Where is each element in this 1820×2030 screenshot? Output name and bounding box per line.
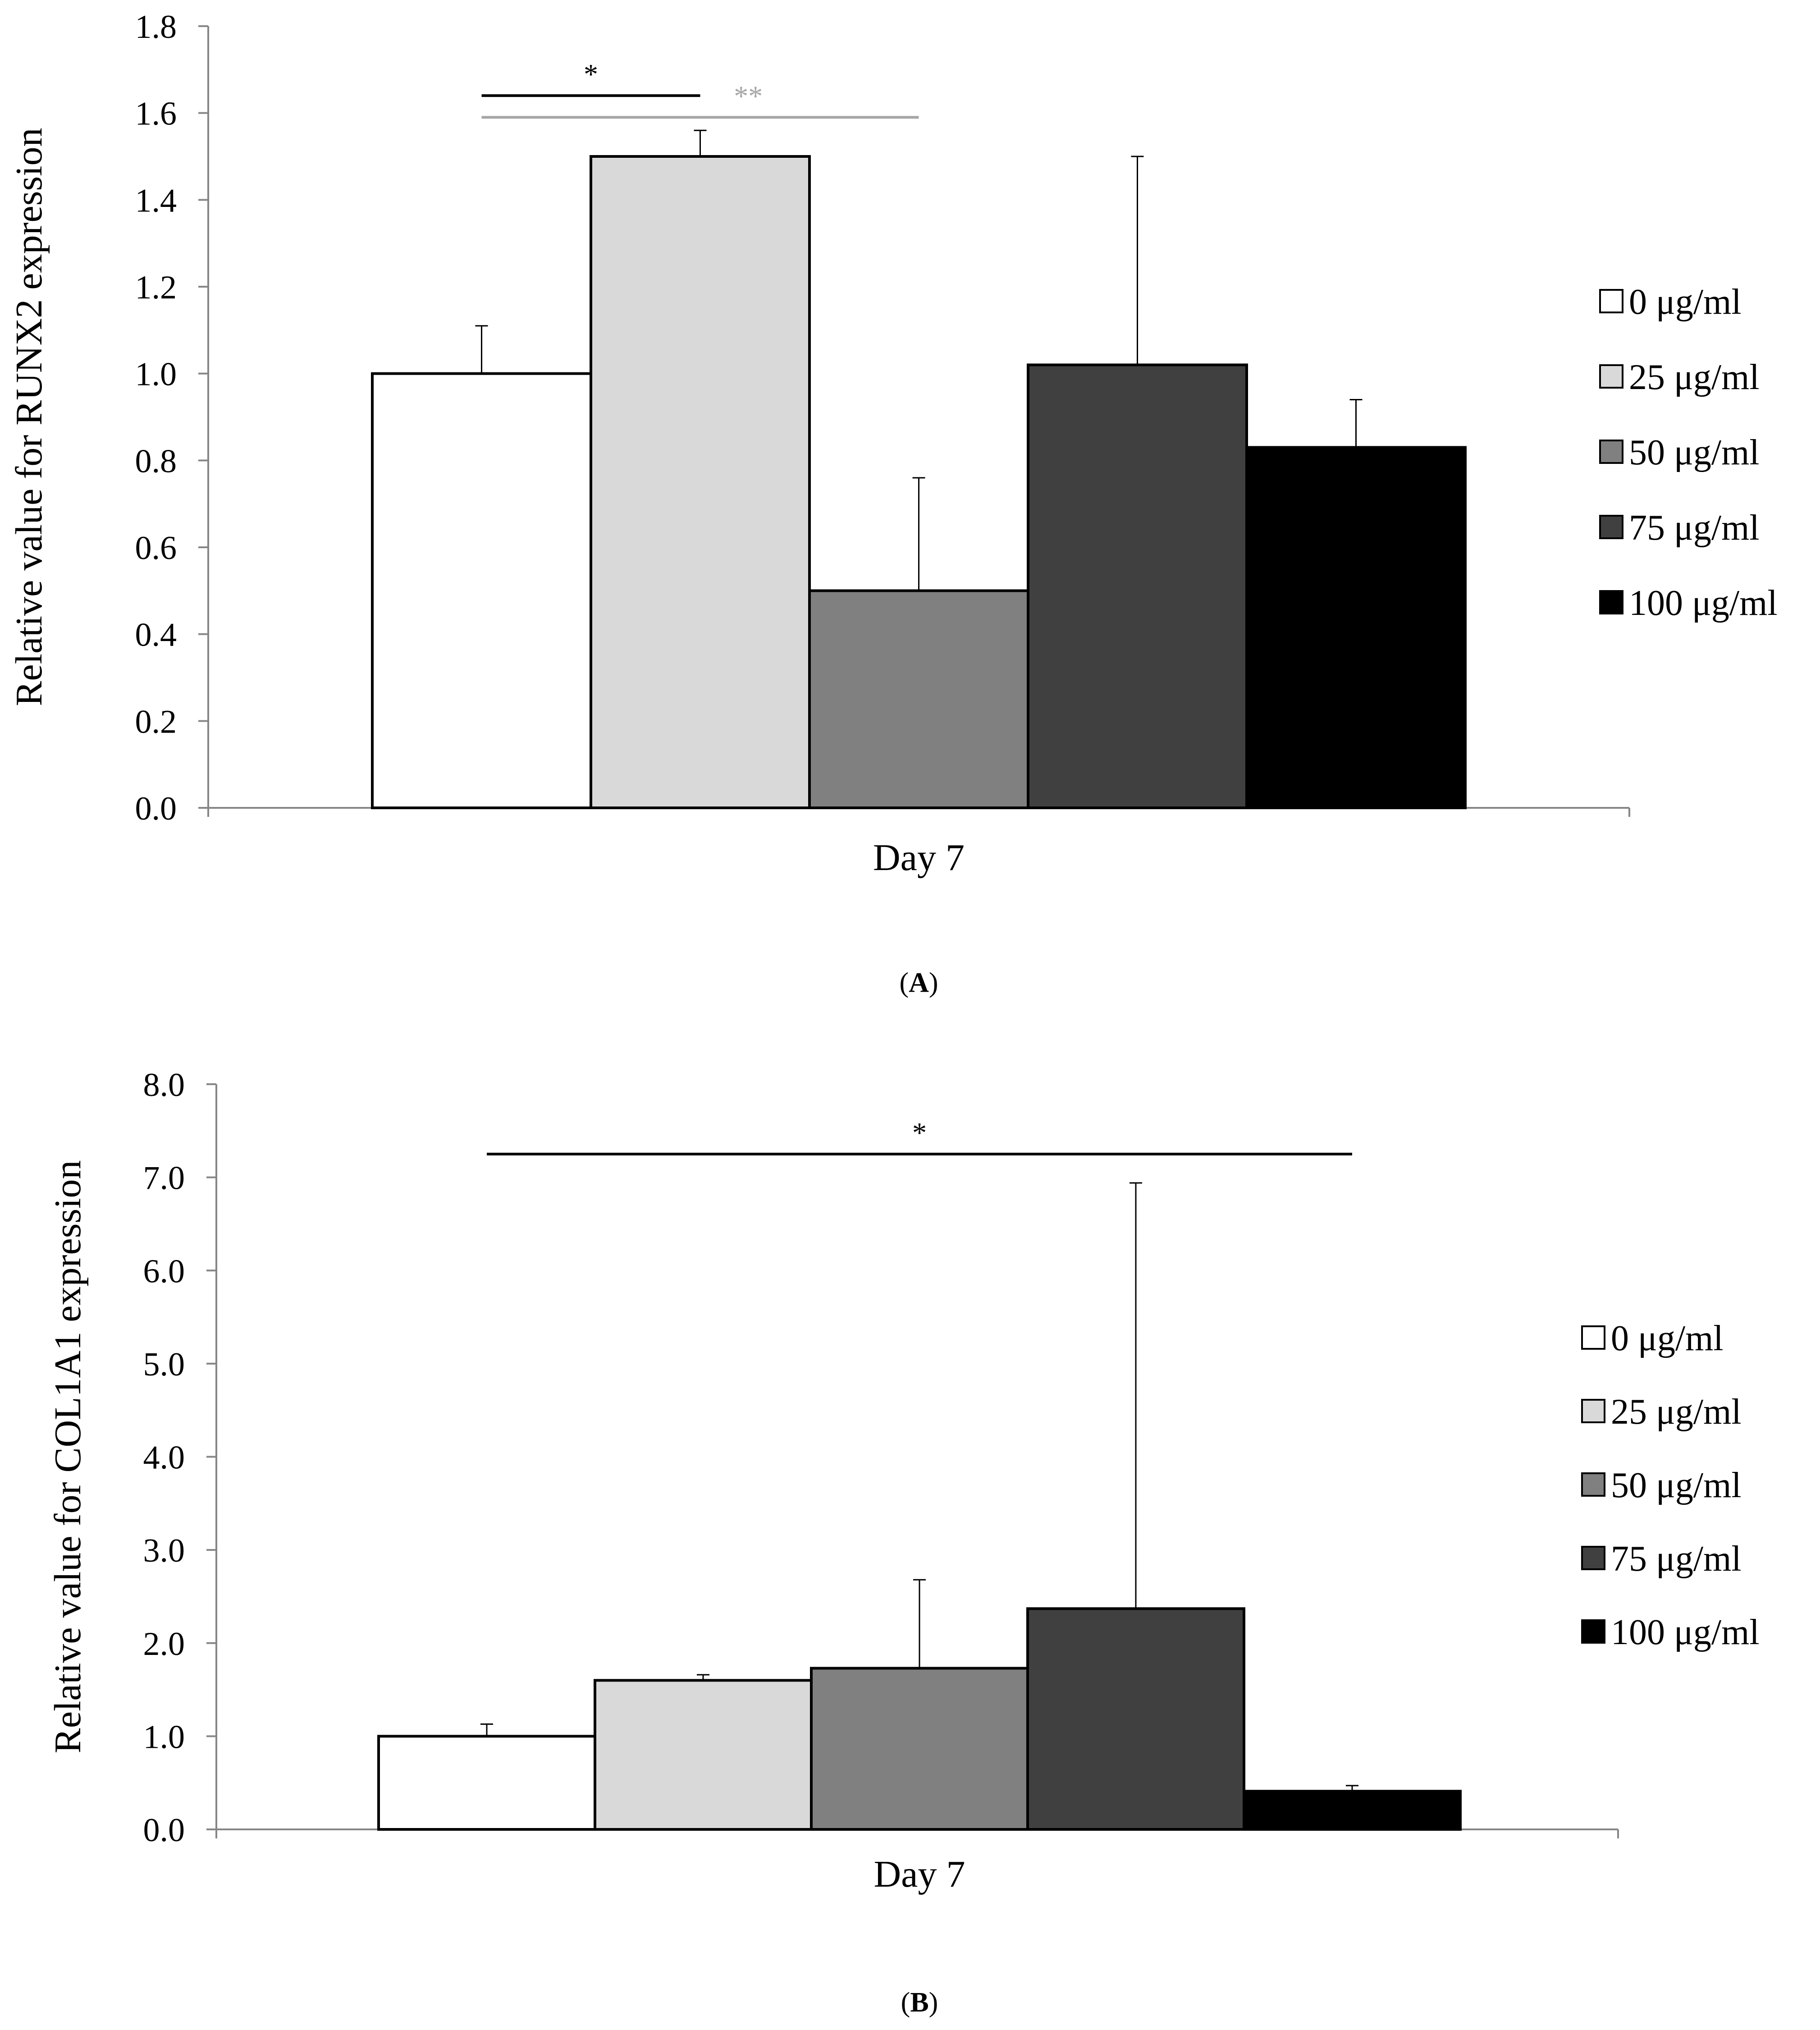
bar [1026, 1607, 1245, 1831]
legend-swatch [1599, 440, 1623, 464]
bar [594, 1679, 813, 1831]
legend-label: 75 μg/ml [1629, 508, 1760, 548]
legend-swatch [1599, 364, 1623, 389]
legend-label: 75 μg/ml [1611, 1539, 1742, 1579]
y-tick-label: 0.0 [135, 790, 177, 827]
y-tick-label: 1.0 [143, 1718, 185, 1755]
legend-label: 0 μg/ml [1611, 1319, 1724, 1358]
category-label: Day 7 [874, 1853, 965, 1895]
y-tick-label: 1.2 [135, 269, 177, 306]
y-tick-label: 1.4 [135, 182, 177, 219]
significance-marker: * [584, 58, 598, 90]
y-tick-label: 0.6 [135, 530, 177, 567]
legend-label: 50 μg/ml [1629, 433, 1760, 472]
chart-A: 0.0 0.2 0.4 0.6 0.8 1.0 1.2 1.4 1.6 1.8 Relative v… [8, 9, 1778, 998]
y-tick-label: 6.0 [143, 1253, 185, 1290]
category-label: Day 7 [873, 837, 965, 879]
y-tick-label: 0.0 [143, 1812, 185, 1849]
legend-swatch [1581, 1472, 1605, 1497]
y-tick-label: 7.0 [143, 1160, 185, 1197]
bar [810, 1667, 1029, 1831]
legend-label: 25 μg/ml [1629, 357, 1760, 397]
legend-swatch [1581, 1325, 1605, 1350]
bar [1243, 1790, 1462, 1831]
y-tick-label: 5.0 [143, 1346, 185, 1383]
y-tick-label: 0.8 [135, 443, 177, 480]
y-tick-label: 4.0 [143, 1439, 185, 1476]
legend-label: 100 μg/ml [1629, 583, 1778, 623]
legend-swatch [1599, 590, 1623, 614]
y-axis-title: Relative value for RUNX2 expression [8, 128, 50, 706]
y-tick-label: 1.6 [135, 96, 177, 133]
legend-label: 100 μg/ml [1611, 1613, 1760, 1652]
bar [1245, 446, 1467, 809]
bar [590, 155, 811, 809]
y-tick-label: 8.0 [143, 1067, 185, 1104]
legend-swatch [1581, 1399, 1605, 1423]
y-tick-label: 3.0 [143, 1532, 185, 1569]
y-axis-title: Relative value for COL1A1 expression [47, 1160, 89, 1754]
legend-label: 0 μg/ml [1629, 282, 1742, 322]
y-tick-label: 1.0 [135, 356, 177, 393]
significance-marker: * [912, 1117, 927, 1149]
bar [377, 1735, 596, 1831]
legend-swatch [1581, 1619, 1605, 1644]
y-tick-label: 0.4 [135, 617, 177, 654]
y-tick-label: 0.2 [135, 703, 177, 740]
legend-label: 50 μg/ml [1611, 1466, 1742, 1505]
bar [808, 589, 1029, 810]
legend-label: 25 μg/ml [1611, 1392, 1742, 1432]
significance-marker: ** [734, 80, 763, 112]
y-tick-label: 1.8 [135, 9, 177, 46]
panel-label: (B) [901, 1987, 938, 2018]
legend-swatch [1599, 515, 1623, 539]
bar [1027, 363, 1248, 809]
legend-swatch [1581, 1546, 1605, 1570]
y-tick-label: 2.0 [143, 1626, 185, 1663]
panel-label: (A) [899, 967, 938, 998]
bar [371, 372, 592, 809]
chart-B: 0.0 1.0 2.0 3.0 4.0 5.0 6.0 7.0 8.0 Relative valu… [47, 1067, 1760, 2018]
legend-swatch [1599, 289, 1623, 313]
